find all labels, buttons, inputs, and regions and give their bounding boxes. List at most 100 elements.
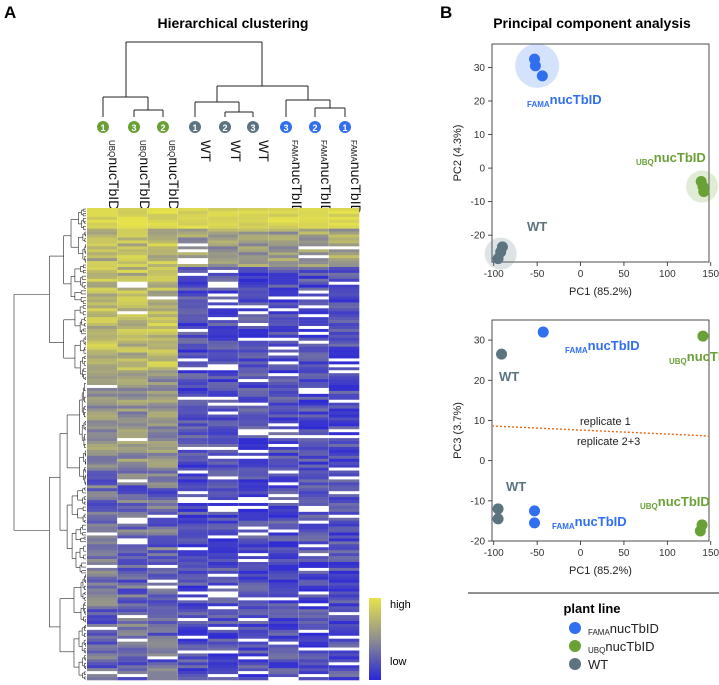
heatmap-cell	[328, 355, 360, 359]
heatmap-cell	[177, 491, 209, 495]
heatmap-cell	[238, 653, 269, 657]
heatmap-cell	[328, 594, 360, 598]
sample-suffix: nucTbID	[348, 162, 364, 215]
x-tick-label: -100	[484, 269, 504, 280]
heatmap-cell	[147, 275, 178, 280]
heatmap-cell	[298, 653, 330, 657]
heatmap-cell	[298, 482, 330, 486]
heatmap-cell	[177, 644, 209, 648]
heatmap-cell	[298, 281, 330, 285]
heatmap-cell	[328, 641, 360, 645]
heatmap-cell	[238, 317, 269, 321]
heatmap-cell	[87, 650, 118, 654]
heatmap-cell	[117, 662, 148, 666]
heatmap-cell	[328, 387, 360, 392]
heatmap-cell	[117, 573, 148, 578]
heatmap-cell	[328, 225, 360, 229]
heatmap-cell	[298, 379, 330, 383]
heatmap-cell	[117, 373, 148, 377]
heatmap-cell	[87, 452, 118, 457]
heatmap-cell	[268, 411, 299, 415]
x-tick-label: 50	[618, 269, 630, 280]
heatmap-cell	[268, 446, 299, 451]
y-axis-label-group: PC3 (3.7%)	[452, 402, 464, 459]
heatmap-cell	[298, 249, 330, 253]
heatmap-cell	[328, 390, 360, 395]
heatmap-cell	[147, 588, 178, 592]
heatmap-cell	[298, 556, 330, 560]
heatmap-cell	[238, 269, 269, 274]
heatmap-cell	[207, 240, 239, 244]
heatmap-cell	[117, 231, 148, 235]
heatmap-cell	[87, 219, 118, 224]
y-tick-label: 30	[474, 63, 486, 74]
series-label-name: nucTbID	[588, 338, 640, 353]
y-tick-label: 20	[474, 97, 486, 108]
heatmap-cell	[117, 435, 148, 439]
heatmap-cell	[328, 632, 360, 637]
heatmap-cell	[147, 618, 178, 622]
heatmap-cell	[87, 594, 118, 598]
heatmap-cell	[207, 629, 239, 634]
heatmap-cell	[207, 588, 239, 592]
heatmap-cell	[177, 287, 209, 291]
heatmap-cell	[207, 426, 239, 430]
heatmap-cell	[268, 216, 299, 221]
heatmap-cell	[207, 299, 239, 303]
heatmap-legend-high: high	[390, 599, 411, 611]
heatmap-cell	[238, 210, 269, 215]
heatmap-cell	[207, 567, 239, 572]
heatmap-cell	[177, 275, 209, 280]
heatmap-cell	[268, 373, 299, 377]
heatmap-cell	[268, 420, 299, 424]
legend-label-name: WT	[588, 657, 608, 672]
heatmap-cell	[207, 385, 239, 389]
heatmap-cell	[298, 213, 330, 218]
heatmap-cell	[328, 287, 360, 291]
heatmap-cell	[117, 603, 148, 607]
heatmap-cell	[238, 597, 269, 601]
heatmap-cell	[328, 606, 360, 610]
heatmap-cell	[238, 352, 269, 356]
heatmap-cell	[328, 420, 360, 424]
heatmap-cell	[207, 479, 239, 483]
heatmap-cell	[177, 331, 209, 336]
heatmap-cell	[207, 662, 239, 666]
heatmap-cell	[87, 473, 118, 477]
sample-label: FAMAnucTbID	[289, 140, 305, 215]
heatmap-cell	[147, 234, 178, 238]
series-label-name: nucTbID	[654, 150, 706, 165]
heatmap-cell	[87, 326, 118, 330]
heatmap-cell	[328, 408, 360, 412]
heatmap-cell	[328, 562, 360, 566]
heatmap-cell	[298, 272, 330, 277]
heatmap-cell	[268, 237, 299, 241]
sample-suffix: nucTbID	[106, 157, 122, 210]
heatmap-cell	[238, 629, 269, 634]
data-point	[529, 60, 541, 72]
heatmap-cell	[298, 387, 330, 392]
heatmap-cell	[87, 514, 118, 519]
heatmap-cell	[117, 311, 148, 315]
heatmap-cell	[268, 629, 299, 634]
heatmap-cell	[177, 662, 209, 666]
series-label-name: WT	[506, 479, 526, 494]
heatmap-cell	[147, 494, 178, 498]
heatmap-cell	[147, 426, 178, 430]
heatmap-cell	[87, 455, 118, 460]
heatmap-cell	[177, 337, 209, 342]
heatmap-cell	[87, 576, 118, 580]
heatmap-cell	[238, 308, 269, 312]
heatmap-cell	[298, 553, 330, 557]
heatmap-cell	[87, 296, 118, 300]
heatmap-cell	[238, 261, 269, 265]
heatmap-cell	[177, 334, 209, 339]
heatmap-cell	[117, 488, 148, 492]
heatmap-cell	[238, 632, 269, 637]
heatmap-cell	[268, 579, 299, 583]
heatmap-cell	[147, 305, 178, 309]
heatmap-cell	[177, 588, 209, 592]
heatmap-cell	[147, 352, 178, 356]
heatmap-cell	[207, 343, 239, 347]
heatmap-cell	[207, 261, 239, 265]
